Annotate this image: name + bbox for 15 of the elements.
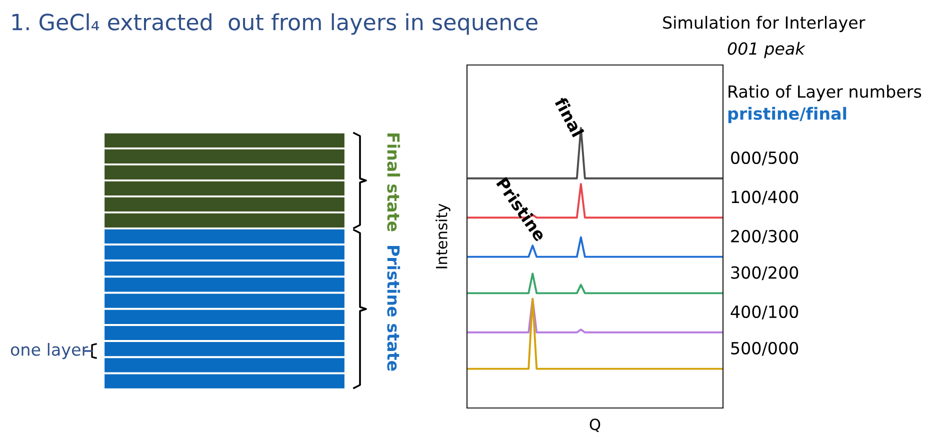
x-axis-title: Q [590, 418, 600, 432]
series-label: 100/400 [732, 190, 798, 205]
text: Simulation for Interlayer 001 peak [663, 16, 866, 58]
series-label: 200/300 [731, 230, 798, 244]
series-label: 400/100 [730, 305, 798, 320]
series-label: 300/200 [731, 266, 798, 280]
y-axis-title: Intensity [436, 204, 450, 268]
text: pristine/final [728, 106, 846, 124]
text: Pristine state [387, 246, 400, 371]
text: one layer [10, 342, 88, 360]
series-label: 000/500 [731, 151, 798, 166]
text: Ratio of Layer numbers [728, 84, 922, 102]
series-label: 500/000 [731, 342, 798, 356]
text: 1. GeCl₄ extracted out from layers in sequence [12, 13, 538, 35]
text: Final state [387, 133, 400, 232]
